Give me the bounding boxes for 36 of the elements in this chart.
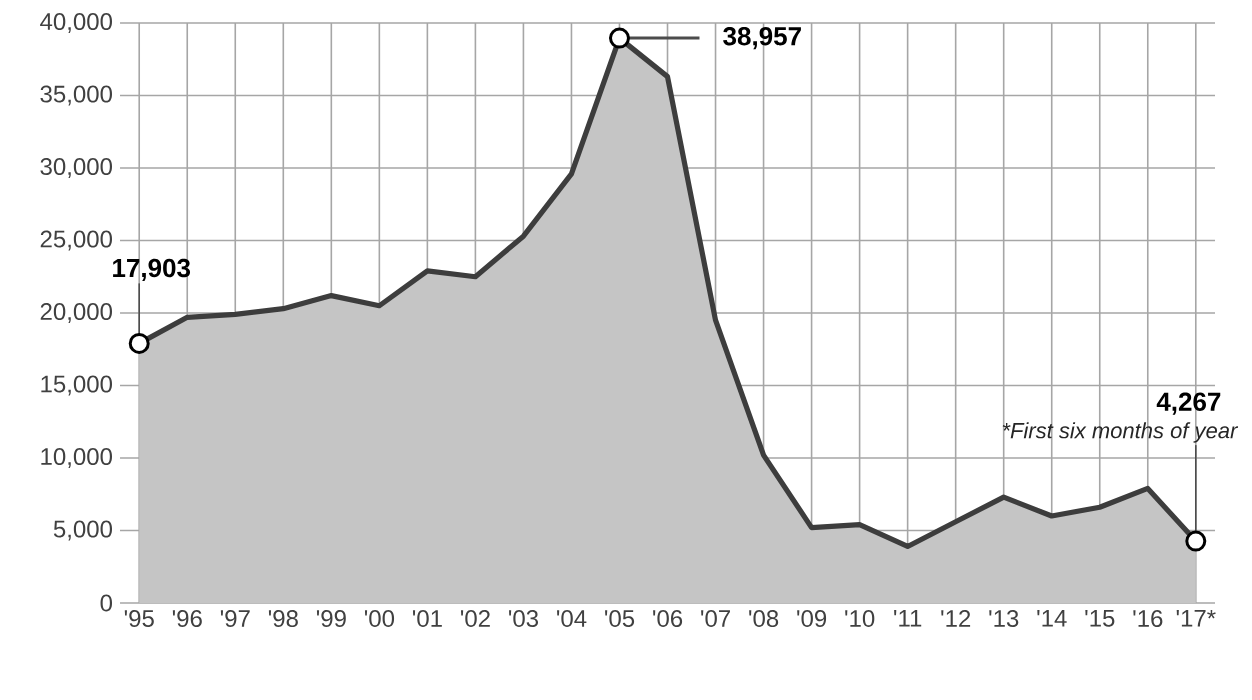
x-tick-label: '95 [124, 610, 154, 628]
x-tick-label: '05 [605, 610, 635, 628]
x-tick-label: '96 [172, 610, 202, 628]
x-tick-label: '07 [701, 610, 730, 628]
x-tick-label: '08 [749, 610, 779, 628]
y-tick-label: 20,000 [40, 303, 113, 323]
y-tick-label: 30,000 [40, 158, 113, 178]
x-tick-label: '02 [460, 610, 490, 628]
x-tick-label: '03 [509, 610, 539, 628]
x-tick-label: '10 [845, 610, 875, 628]
y-tick-label: 15,000 [41, 375, 113, 396]
x-tick-label: '09 [797, 610, 827, 628]
y-tick-label: 35,000 [40, 85, 113, 106]
annotation: *First six months of year [1002, 422, 1239, 443]
x-tick-label: '12 [941, 610, 971, 627]
y-tick-label: 0 [100, 594, 113, 612]
y-tick-label: 5,000 [53, 520, 113, 541]
x-tick-label: '97 [220, 610, 250, 628]
x-tick-label: '99 [316, 610, 346, 628]
x-tick-label: '11 [894, 610, 922, 627]
x-tick-label: '17* [1176, 610, 1216, 627]
y-tick-label: 10,000 [41, 448, 113, 468]
x-tick-label: '06 [653, 610, 683, 628]
x-tick-label: '16 [1133, 610, 1163, 628]
data-label: 4,267 [1156, 392, 1221, 415]
x-tick-label: '00 [364, 610, 395, 628]
y-tick-label: 40,000 [40, 13, 113, 33]
x-tick-label: '04 [557, 610, 587, 628]
x-tick-label: '14 [1037, 610, 1067, 627]
x-tick-label: '13 [989, 610, 1019, 628]
y-tick-label: 25,000 [40, 230, 113, 251]
x-tick-label: '15 [1085, 610, 1115, 627]
x-tick-label: '01 [412, 610, 442, 628]
data-label: 17,903 [113, 258, 191, 281]
x-tick-label: '98 [268, 610, 298, 628]
data-label: 38,957 [723, 27, 801, 50]
